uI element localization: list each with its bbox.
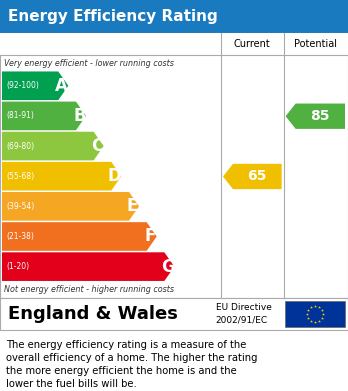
Text: (39-54): (39-54) (6, 202, 34, 211)
Text: Potential: Potential (294, 39, 337, 49)
Text: the more energy efficient the home is and the: the more energy efficient the home is an… (6, 366, 237, 376)
Text: 2002/91/EC: 2002/91/EC (216, 316, 268, 325)
Text: 65: 65 (248, 170, 267, 183)
Polygon shape (2, 252, 174, 281)
Text: (21-38): (21-38) (6, 232, 34, 241)
Polygon shape (2, 132, 104, 160)
Text: B: B (73, 107, 86, 125)
Text: England & Wales: England & Wales (8, 305, 178, 323)
Text: E: E (127, 197, 138, 215)
Polygon shape (2, 162, 121, 190)
Text: lower the fuel bills will be.: lower the fuel bills will be. (6, 379, 137, 389)
Text: A: A (55, 77, 68, 95)
Polygon shape (2, 222, 157, 251)
Text: 85: 85 (310, 109, 330, 123)
Text: (1-20): (1-20) (6, 262, 29, 271)
Polygon shape (2, 102, 86, 130)
Text: EU Directive: EU Directive (216, 303, 272, 312)
Text: F: F (144, 228, 156, 246)
Text: (69-80): (69-80) (6, 142, 34, 151)
Text: (55-68): (55-68) (6, 172, 34, 181)
Text: C: C (91, 137, 103, 155)
Polygon shape (2, 192, 139, 221)
Text: Current: Current (234, 39, 271, 49)
Polygon shape (286, 104, 345, 129)
Text: overall efficiency of a home. The higher the rating: overall efficiency of a home. The higher… (6, 353, 258, 363)
Bar (0, 33, 348, 55)
Text: Energy Efficiency Rating: Energy Efficiency Rating (8, 9, 218, 24)
Text: Not energy efficient - higher running costs: Not energy efficient - higher running co… (4, 285, 174, 294)
Text: The energy efficiency rating is a measure of the: The energy efficiency rating is a measur… (6, 340, 246, 350)
Bar (285, 301, 345, 327)
Text: Very energy efficient - lower running costs: Very energy efficient - lower running co… (4, 59, 174, 68)
Bar (0, 298, 348, 330)
Polygon shape (2, 72, 68, 100)
Text: G: G (161, 258, 175, 276)
Text: (81-91): (81-91) (6, 111, 34, 120)
Polygon shape (223, 164, 282, 189)
Text: D: D (108, 167, 122, 185)
Text: (92-100): (92-100) (6, 81, 39, 90)
Bar (0, 33, 348, 298)
Bar (0, 0, 348, 33)
